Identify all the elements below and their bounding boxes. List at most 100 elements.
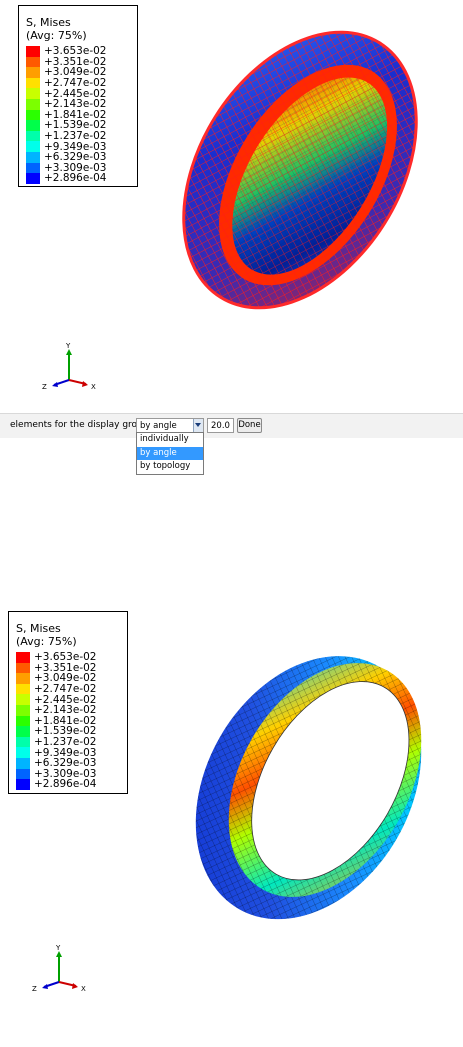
legend-swatch — [26, 77, 40, 89]
legend-value: +1.237e-02 — [44, 130, 107, 143]
legend-row: +2.445e-02 — [26, 88, 106, 99]
legend-subtitle: (Avg: 75%) — [26, 29, 87, 42]
legend-swatch — [16, 758, 30, 769]
legend-row: +6.329e-03 — [26, 152, 106, 163]
axis-label-z: Z — [42, 383, 47, 391]
legend-bottom: S, Mises (Avg: 75%) +3.653e-02 +3.351e-02… — [8, 611, 128, 794]
chevron-down-icon[interactable] — [193, 419, 203, 432]
legend-value: +2.143e-02 — [34, 704, 97, 717]
legend-value: +3.351e-02 — [34, 661, 97, 674]
legend-swatch — [26, 99, 40, 110]
dropdown-option-by-topology[interactable]: by topology — [140, 461, 191, 471]
legend-value: +6.329e-03 — [44, 151, 107, 164]
legend-value: +2.445e-02 — [44, 87, 107, 100]
legend-swatch — [26, 120, 40, 131]
legend-value: +1.841e-02 — [34, 714, 97, 727]
legend-value: +3.309e-03 — [34, 767, 97, 780]
legend-swatch — [16, 694, 30, 705]
legend-swatch — [26, 88, 40, 99]
legend-swatch — [16, 726, 30, 737]
legend-swatch — [16, 747, 30, 758]
legend-value: +1.539e-02 — [44, 119, 107, 132]
legend-swatch — [16, 652, 30, 663]
legend-row: +2.445e-02 — [16, 694, 96, 705]
legend-value: +1.237e-02 — [34, 736, 97, 749]
axis-triad-bottom: Y Z X — [32, 944, 86, 993]
legend-value: +1.841e-02 — [44, 108, 107, 121]
legend-value: +3.309e-03 — [44, 161, 107, 174]
legend-row: +1.539e-02 — [26, 120, 106, 131]
legend-swatch — [26, 46, 40, 57]
legend-title: S, Mises — [16, 622, 61, 635]
legend-row: +1.841e-02 — [16, 714, 97, 727]
legend-swatch — [26, 141, 40, 152]
dropdown-option-by-angle[interactable]: by angle — [137, 446, 203, 460]
legend-value: +6.329e-03 — [34, 757, 97, 770]
legend-row: +2.747e-02 — [16, 683, 97, 696]
selection-method-dropdown: individually by angle by topology — [136, 432, 204, 475]
model-viewport-top[interactable] — [150, 5, 463, 345]
legend-value: +3.049e-02 — [34, 672, 97, 685]
legend-subtitle: (Avg: 75%) — [16, 635, 77, 648]
axis-label-y: Y — [65, 342, 71, 350]
legend-row: +2.896e-04 — [26, 173, 106, 184]
legend-swatch — [26, 130, 40, 142]
legend-value: +2.896e-04 — [34, 778, 97, 791]
legend-value: +3.351e-02 — [44, 55, 107, 68]
legend-row: +3.309e-03 — [26, 161, 107, 174]
legend-value: +2.896e-04 — [44, 172, 107, 185]
axis-triad-top: Y Z X — [42, 342, 96, 391]
legend-swatch — [16, 705, 30, 716]
legend-swatch — [26, 162, 40, 174]
legend-row: +3.351e-02 — [16, 661, 97, 674]
legend-swatch — [26, 109, 40, 121]
legend-row: +1.539e-02 — [16, 726, 96, 737]
legend-swatch — [26, 173, 40, 184]
done-button[interactable]: Done — [237, 418, 262, 433]
legend-swatch — [16, 736, 30, 748]
legend-top: S, Mises (Avg: 75%) +3.653e-02 +3.351e-02… — [18, 5, 138, 187]
ring-inner-face — [219, 64, 397, 286]
legend-swatch — [16, 683, 30, 695]
combo-value: by angle — [140, 421, 177, 431]
legend-value: +2.747e-02 — [44, 77, 107, 90]
legend-row: +3.049e-02 — [26, 67, 106, 78]
legend-row: +9.349e-03 — [26, 141, 106, 152]
axis-label-x: X — [81, 985, 86, 993]
legend-value: +2.747e-02 — [34, 683, 97, 696]
legend-swatch — [26, 56, 40, 68]
legend-value: +1.539e-02 — [34, 725, 97, 738]
angle-input[interactable]: 20.0 — [207, 418, 234, 433]
legend-row: +2.747e-02 — [26, 77, 107, 90]
prompt-label: elements for the display group — [10, 420, 149, 430]
ring-inner-face — [228, 663, 422, 897]
legend-row: +3.653e-02 — [26, 46, 106, 57]
legend-value: +2.445e-02 — [34, 693, 97, 706]
legend-swatch — [16, 673, 30, 684]
legend-row: +1.841e-02 — [26, 108, 107, 121]
legend-swatch — [16, 779, 30, 790]
legend-swatch — [26, 152, 40, 163]
legend-row: +1.237e-02 — [16, 736, 97, 749]
legend-title: S, Mises — [26, 16, 71, 29]
prompt-toolbar: elements for the display group by angle … — [0, 413, 463, 438]
selection-method-combo[interactable]: by angle — [136, 418, 204, 433]
dropdown-option-individually[interactable]: individually — [140, 434, 189, 444]
legend-value: +9.349e-03 — [44, 140, 107, 153]
legend-swatch — [16, 662, 30, 674]
legend-row: +3.653e-02 — [16, 652, 96, 663]
legend-row: +3.309e-03 — [16, 767, 97, 780]
legend-value: +9.349e-03 — [34, 746, 97, 759]
legend-row: +2.896e-04 — [16, 779, 96, 790]
axis-label-z: Z — [32, 985, 37, 993]
legend-swatch — [16, 768, 30, 780]
model-viewport-bottom[interactable] — [180, 640, 463, 940]
legend-row: +1.237e-02 — [26, 130, 107, 143]
legend-swatch — [26, 67, 40, 78]
legend-value: +3.653e-02 — [44, 45, 107, 58]
legend-value: +2.143e-02 — [44, 98, 107, 111]
legend-row: +3.049e-02 — [16, 673, 96, 684]
legend-row: +2.143e-02 — [26, 99, 106, 110]
legend-value: +3.049e-02 — [44, 66, 107, 79]
legend-swatch — [16, 715, 30, 727]
